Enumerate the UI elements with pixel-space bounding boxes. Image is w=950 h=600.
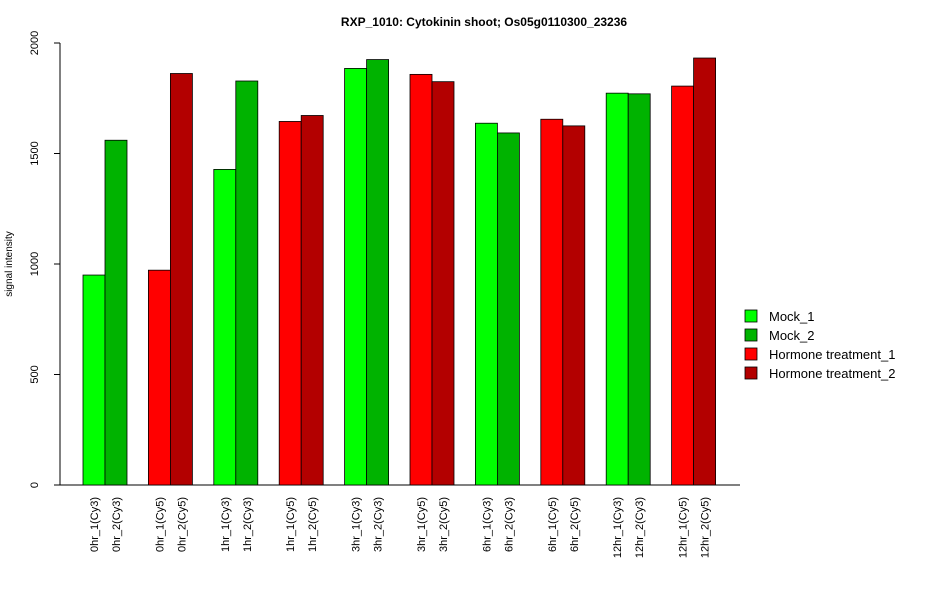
bar [605,92,629,486]
y-tick-label: 2000 [29,31,41,55]
x-tick-label: 12hr_1(Cy5) [678,497,690,558]
x-tick-label: 3hr_2(Cy3) [373,497,385,552]
x-tick-label: 1hr_2(Cy5) [307,497,319,552]
bar [496,132,520,486]
bar [169,73,193,486]
bars [82,57,716,486]
y-axis: 0 500 1000 1500 2000 [29,31,61,488]
bar [562,125,586,486]
y-tick-label: 0 [29,482,41,488]
bar [474,122,498,486]
legend-label: Mock_1 [769,309,815,324]
x-tick-label: 12hr_1(Cy3) [612,497,624,558]
x-tick-label: 0hr_1(Cy3) [89,497,101,552]
bar [693,57,716,486]
bar [540,118,564,486]
x-tick-label: 12hr_2(Cy3) [634,497,646,558]
x-tick-label: 0hr_2(Cy3) [111,497,123,552]
bar [147,269,171,486]
y-axis-label: signal intensity [4,231,15,297]
x-tick-label: 0hr_2(Cy5) [176,497,188,552]
bar [300,115,324,486]
legend-label: Hormone treatment_1 [769,347,895,362]
x-tick-label: 6hr_2(Cy3) [503,497,515,552]
x-tick-label: 3hr_1(Cy5) [416,497,428,552]
bar [366,59,390,486]
x-tick-label: 1hr_2(Cy3) [242,497,254,552]
x-tick-label: 1hr_1(Cy5) [285,497,297,552]
chart-title: RXP_1010: Cytokinin shoot; Os05g0110300_… [341,15,627,29]
y-tick-label: 1500 [29,141,41,165]
bar [344,68,368,486]
legend: Mock_1 Mock_2 Hormone treatment_1 Hormone t… [744,309,895,381]
legend-swatch [744,366,758,380]
x-tick-label: 6hr_1(Cy5) [547,497,559,552]
bar [627,93,651,486]
x-tick-label: 3hr_1(Cy3) [351,497,363,552]
legend-swatch [744,309,758,323]
x-tick-label: 0hr_1(Cy5) [154,497,166,552]
x-tick-labels: 0hr_1(Cy3) 0hr_2(Cy3) 0hr_1(Cy5) 0hr_2(Cy5)… [89,497,712,558]
x-tick-label: 12hr_2(Cy5) [700,497,712,558]
bar [431,81,455,486]
y-tick-label: 500 [29,365,41,383]
bar [409,73,433,486]
x-tick-label: 6hr_2(Cy5) [569,497,581,552]
x-tick-label: 1hr_1(Cy3) [220,497,232,552]
bar [671,85,694,486]
bar [213,169,237,486]
legend-label: Mock_2 [769,328,815,343]
x-tick-label: 3hr_2(Cy5) [438,497,450,552]
legend-swatch [744,347,758,361]
bar [235,80,259,486]
x-tick-label: 6hr_1(Cy3) [481,497,493,552]
legend-label: Hormone treatment_2 [769,366,895,381]
bar [82,274,106,486]
legend-swatch [744,328,758,342]
bar [104,139,128,486]
bar [278,121,302,486]
y-tick-label: 1000 [29,252,41,276]
